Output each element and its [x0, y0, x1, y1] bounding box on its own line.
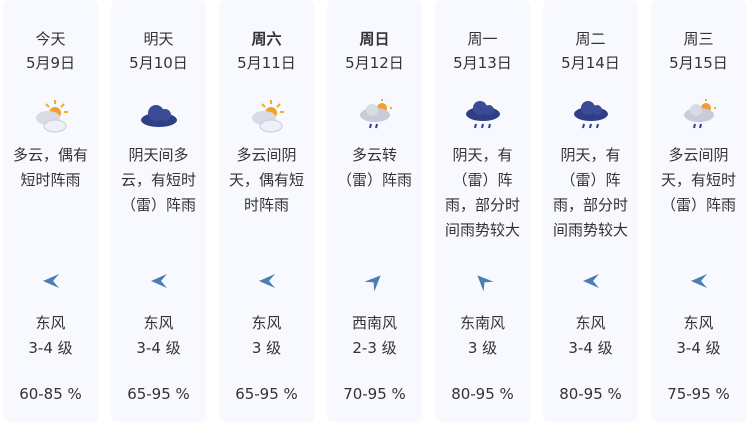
date: 5月12日	[345, 54, 404, 72]
wind-direction: 西南风	[351, 314, 397, 332]
description-line: 阴天间多	[128, 146, 189, 164]
description-line: 时阵雨	[243, 196, 289, 214]
arrow-northwest-icon	[470, 268, 495, 293]
wind-level: 3 级	[251, 339, 282, 357]
cloudy-shower-icon	[679, 98, 719, 134]
arrow-west-icon	[690, 272, 708, 290]
wind-direction: 东风	[683, 314, 714, 332]
description-line: （雷）阵	[560, 171, 621, 189]
day-label: 周一	[467, 30, 498, 48]
arrow-west-icon	[150, 272, 168, 290]
weather-description: 阴天间多云，有短时 （雷）阵雨	[111, 143, 206, 218]
weather-description: 多云间阴天，有短时 （雷）阵雨	[651, 143, 746, 218]
description-line: 多云转	[351, 146, 397, 164]
description-line: 多云，偶有	[12, 146, 88, 164]
date: 5月11日	[237, 54, 296, 72]
description-line: 短时阵雨	[20, 171, 81, 189]
description-line: 间雨势较大	[444, 221, 520, 239]
arrow-west-icon	[42, 272, 60, 290]
overcast-icon	[139, 98, 179, 134]
wind-level: 3 级	[467, 339, 498, 357]
description-line: 多云间阴	[236, 146, 297, 164]
day-label: 今天	[35, 30, 66, 48]
forecast-day-card: 周二 5月14日 阴天，有 （雷）阵雨，部分时间雨势较大 东风 3-4 级 80-…	[543, 0, 638, 422]
humidity: 65-95 %	[235, 385, 298, 403]
humidity: 80-95 %	[451, 385, 514, 403]
wind-direction: 东风	[35, 314, 66, 332]
arrow-northeast-icon	[362, 268, 387, 293]
humidity: 65-95 %	[127, 385, 190, 403]
forecast-day-card: 明天 5月10日 阴天间多云，有短时 （雷）阵雨 东风 3-4 级 65-95 %	[111, 0, 206, 422]
overcast-rain-icon	[463, 98, 503, 134]
wind-level: 3-4 级	[136, 339, 181, 357]
wind-direction: 东风	[143, 314, 174, 332]
date: 5月13日	[453, 54, 512, 72]
wind-direction: 东南风	[459, 314, 505, 332]
description-line: 云，有短时	[120, 171, 196, 189]
forecast-day-card: 周日 5月12日 多云转 （雷）阵雨 西南风 2-3 级 70-95 %	[327, 0, 422, 422]
wind-direction: 东风	[251, 314, 282, 332]
arrow-west-icon	[582, 272, 600, 290]
description-line: 阴天，有	[560, 146, 621, 164]
forecast-day-card: 周六 5月11日 多云间阴天，偶有短时阵雨 东风 3 级 65-95 %	[219, 0, 314, 422]
partly-cloudy-icon	[31, 98, 71, 134]
humidity: 60-85 %	[19, 385, 82, 403]
day-label: 明天	[143, 30, 174, 48]
day-label: 周日	[359, 30, 390, 48]
wind-direction: 东风	[575, 314, 606, 332]
day-label: 周三	[683, 30, 714, 48]
description-line: （雷）阵雨	[660, 196, 736, 214]
wind-level: 3-4 级	[568, 339, 613, 357]
arrow-west-icon	[258, 272, 276, 290]
overcast-rain-icon	[571, 98, 611, 134]
description-line: 天，有短时	[660, 171, 736, 189]
humidity: 75-95 %	[667, 385, 730, 403]
weather-description: 多云，偶有短时阵雨	[3, 143, 98, 193]
description-line: 间雨势较大	[552, 221, 628, 239]
humidity: 80-95 %	[559, 385, 622, 403]
partly-cloudy-icon	[247, 98, 287, 134]
description-line: 多云间阴	[668, 146, 729, 164]
description-line: （雷）阵	[452, 171, 513, 189]
description-line: 阴天，有	[452, 146, 513, 164]
day-label: 周六	[251, 30, 282, 48]
weather-description: 多云转 （雷）阵雨	[327, 143, 422, 193]
forecast-day-card: 周三 5月15日 多云间阴天，有短时 （雷）阵雨 东风 3-4 级 75-95 %	[651, 0, 746, 422]
description-line: 天，偶有短	[228, 171, 304, 189]
weather-description: 阴天，有 （雷）阵雨，部分时间雨势较大	[543, 143, 638, 243]
date: 5月14日	[561, 54, 620, 72]
description-line: 雨，部分时	[552, 196, 628, 214]
description-line: （雷）阵雨	[120, 196, 196, 214]
date: 5月10日	[129, 54, 188, 72]
wind-level: 3-4 级	[676, 339, 721, 357]
description-line: （雷）阵雨	[336, 171, 412, 189]
date: 5月15日	[669, 54, 728, 72]
forecast-day-card: 今天 5月9日 多云，偶有短时阵雨 东风 3-4 级 60-85 %	[3, 0, 98, 422]
date: 5月9日	[25, 54, 76, 72]
wind-level: 2-3 级	[352, 339, 397, 357]
weather-description: 阴天，有 （雷）阵雨，部分时间雨势较大	[435, 143, 530, 243]
description-line: 雨，部分时	[444, 196, 520, 214]
humidity: 70-95 %	[343, 385, 406, 403]
day-label: 周二	[575, 30, 606, 48]
weather-description: 多云间阴天，偶有短时阵雨	[219, 143, 314, 218]
wind-level: 3-4 级	[28, 339, 73, 357]
forecast-day-card: 周一 5月13日 阴天，有 （雷）阵雨，部分时间雨势较大 东南风 3 级 80-9…	[435, 0, 530, 422]
cloudy-shower-icon	[355, 98, 395, 134]
